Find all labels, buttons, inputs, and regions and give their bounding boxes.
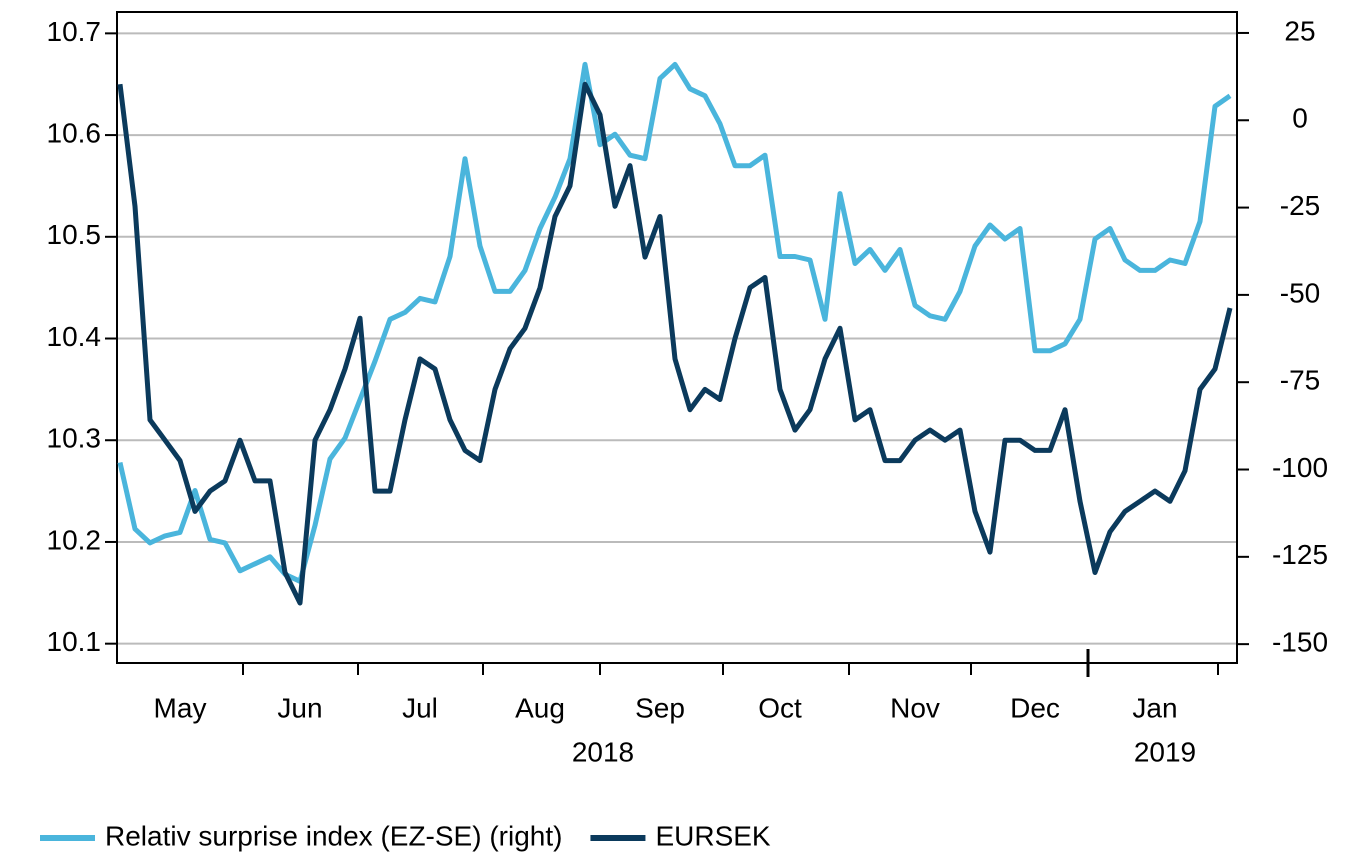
y2-tick-label: -100 xyxy=(1272,452,1328,483)
y-tick-label: 10.4 xyxy=(47,321,102,352)
plot-frame xyxy=(116,11,1238,664)
x-tick-label: Jun xyxy=(277,692,322,723)
y2-tick-label: -150 xyxy=(1272,627,1328,658)
series-line xyxy=(117,81,1233,606)
y2-tick-label: -50 xyxy=(1280,277,1320,308)
legend-label: EURSEK xyxy=(655,820,770,851)
x-tick-label: Oct xyxy=(758,692,802,723)
y-tick-label: 10.2 xyxy=(47,524,102,555)
y2-tick-label: -25 xyxy=(1280,190,1320,221)
series-line xyxy=(117,61,1232,584)
y-tick-label: 10.7 xyxy=(47,16,102,47)
y2-tick-label: 0 xyxy=(1292,103,1308,134)
x-tick-label: Jul xyxy=(402,692,438,723)
x-tick-label: Sep xyxy=(635,692,685,723)
x-tick-label: May xyxy=(154,692,207,723)
x-group-label: 2018 xyxy=(572,736,634,767)
y2-tick-label: -125 xyxy=(1272,539,1328,570)
x-tick-label: Jan xyxy=(1132,692,1177,723)
legend-label: Relativ surprise index (EZ-SE) (right) xyxy=(105,820,562,851)
y2-tick-label: -75 xyxy=(1280,365,1320,396)
x-tick-label: Dec xyxy=(1010,692,1060,723)
y-tick-label: 10.6 xyxy=(47,117,102,148)
y2-tick-label: 25 xyxy=(1284,15,1315,46)
y-tick-label: 10.1 xyxy=(47,626,102,657)
y-tick-label: 10.3 xyxy=(47,423,102,454)
x-tick-label: Aug xyxy=(515,692,565,723)
x-tick-label: Nov xyxy=(890,692,940,723)
y-tick-label: 10.5 xyxy=(47,219,102,250)
x-group-label: 2019 xyxy=(1134,736,1196,767)
